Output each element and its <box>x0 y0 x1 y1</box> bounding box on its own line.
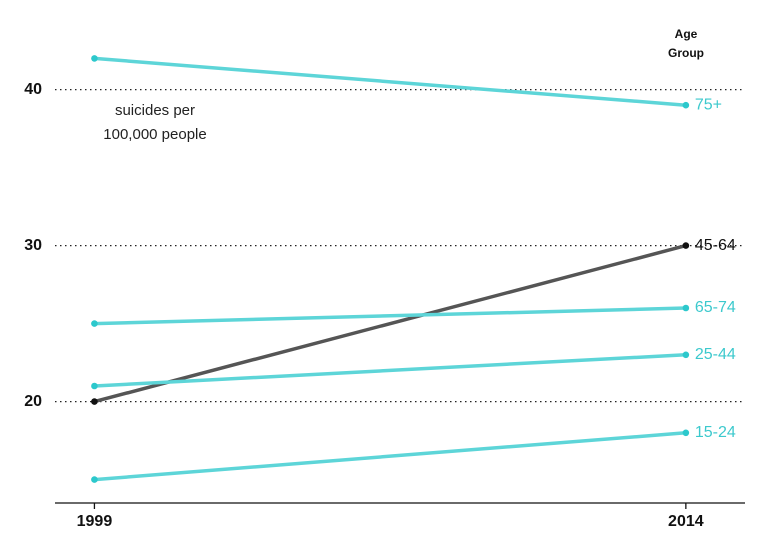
x-tick-label: 2014 <box>668 513 704 530</box>
x-tick-label: 1999 <box>77 513 113 530</box>
series-label: 45-64 <box>695 237 736 254</box>
point <box>91 55 98 62</box>
series-label: 25-44 <box>695 346 736 363</box>
point <box>91 320 98 327</box>
series-line <box>94 306 686 326</box>
legend-title: Group <box>668 46 704 60</box>
series-line <box>94 431 686 482</box>
point <box>682 429 690 437</box>
point <box>682 304 690 312</box>
series-line <box>93 243 687 404</box>
series-label: 15-24 <box>695 424 736 441</box>
point <box>91 476 98 483</box>
annotation: suicides per <box>115 102 195 119</box>
series-line <box>94 56 686 107</box>
y-tick-label: 40 <box>24 81 42 98</box>
y-tick-label: 20 <box>24 393 42 410</box>
legend-title: Age <box>675 27 698 41</box>
point <box>682 101 690 109</box>
series-label: 65-74 <box>695 299 736 316</box>
y-tick-label: 30 <box>24 237 42 254</box>
point <box>682 351 690 359</box>
point <box>91 382 98 390</box>
series-label: 75+ <box>695 96 722 113</box>
point <box>682 242 690 249</box>
series-line <box>94 353 686 388</box>
point <box>91 398 98 405</box>
annotation: 100,000 people <box>103 126 206 143</box>
